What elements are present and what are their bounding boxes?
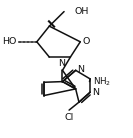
Text: Cl: Cl — [65, 113, 74, 122]
Text: HO: HO — [2, 37, 16, 46]
Text: O: O — [83, 37, 90, 46]
Text: N: N — [58, 59, 65, 68]
Text: NH$_2$: NH$_2$ — [93, 75, 111, 88]
Text: N: N — [77, 65, 84, 74]
Text: OH: OH — [74, 7, 89, 16]
Text: N: N — [92, 88, 99, 97]
